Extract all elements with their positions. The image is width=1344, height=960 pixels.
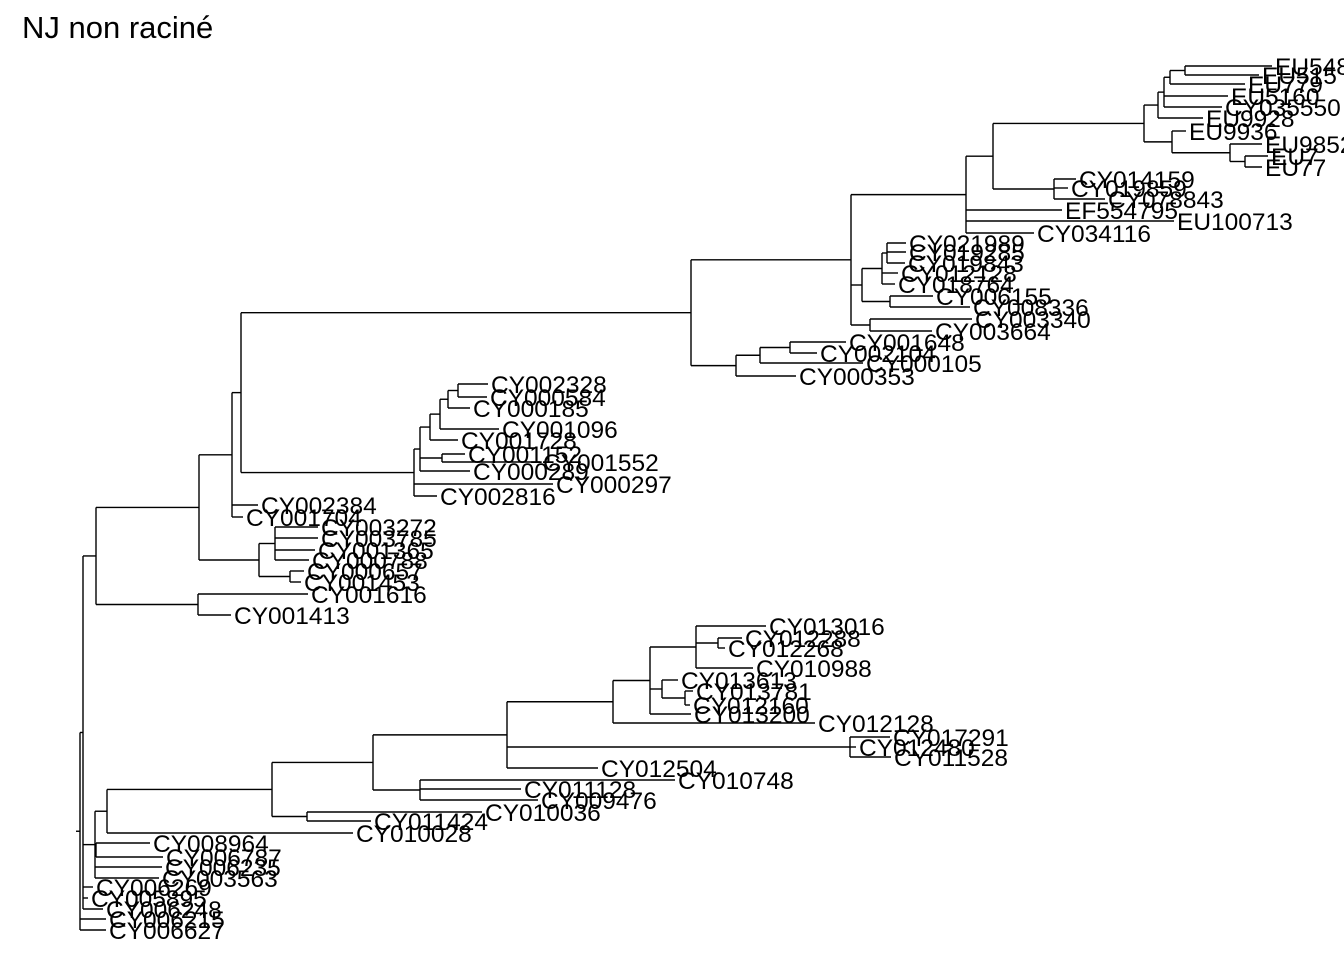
tip-label: CY006248 xyxy=(106,897,222,924)
tip-label: CY010028 xyxy=(356,821,472,848)
tip-label: CY013200 xyxy=(694,702,810,729)
tip-label: CY006269 xyxy=(96,875,212,902)
tip-label: CY005895 xyxy=(91,886,207,913)
tip-label: EU9928 xyxy=(1206,106,1295,133)
tip-label: CY013781 xyxy=(696,679,812,706)
tip-label: CY002384 xyxy=(261,493,377,520)
tip-label: CY012160 xyxy=(693,693,809,720)
tip-label: CY012504 xyxy=(601,756,717,783)
tip-label: CY017291 xyxy=(893,725,1009,752)
tip-label: CY021989 xyxy=(909,231,1025,258)
tip-label: CY001552 xyxy=(543,450,659,477)
tip-label: EU100713 xyxy=(1177,209,1293,236)
tip-label: CY002816 xyxy=(440,484,556,511)
tip-label: CY008336 xyxy=(973,295,1089,322)
tip-label: CY018764 xyxy=(898,272,1014,299)
tip-label: CY012128 xyxy=(818,711,934,738)
tip-label: CY034116 xyxy=(1037,221,1151,248)
tip-label: EF554795 xyxy=(1065,198,1178,225)
tip-label: CY013016 xyxy=(769,614,885,641)
tip-label: CY011528 xyxy=(894,745,1008,772)
tip-label: CY006155 xyxy=(936,284,1052,311)
tip-label: CY000657 xyxy=(307,559,423,586)
tip-label: CY001413 xyxy=(234,603,350,630)
tip-label: CY078843 xyxy=(1108,187,1224,214)
tip-label: EU77 xyxy=(1265,155,1326,182)
tip-label: CY001096 xyxy=(502,417,618,444)
tip-label: CY001704 xyxy=(246,505,362,532)
plot-title: NJ non raciné xyxy=(22,10,214,45)
tip-label: EU5160 xyxy=(1231,84,1320,111)
tip-label: EU515 xyxy=(1262,63,1337,90)
tip-label: CY002104 xyxy=(820,341,936,368)
tip-label: CY014159 xyxy=(1079,167,1195,194)
tip-label: CY006235 xyxy=(165,855,281,882)
tip-label: CY001648 xyxy=(849,330,965,357)
tip-label: CY012268 xyxy=(728,636,844,663)
tip-label: CY006787 xyxy=(166,845,282,872)
tip-label: CY011128 xyxy=(524,777,636,804)
tip-label: CY009476 xyxy=(541,788,657,815)
tip-label: CY019285 xyxy=(909,240,1025,267)
tip-label: CY012128 xyxy=(901,261,1017,288)
tip-label: CY003563 xyxy=(162,866,278,893)
tip-label: CY003272 xyxy=(321,515,437,542)
tip-label: CY001453 xyxy=(304,570,420,597)
tip-label: CY001728 xyxy=(461,428,577,455)
tip-label: CY011424 xyxy=(374,809,488,836)
tip-label: CY003785 xyxy=(321,526,437,553)
tip-label: CY008964 xyxy=(153,831,269,858)
tip-label: EU9852 xyxy=(1265,132,1344,159)
tip-label: CY035550 xyxy=(1225,95,1341,122)
tip-label: CY012480 xyxy=(859,735,975,762)
tip-label: CY001152 xyxy=(468,442,582,469)
tip-label: CY000297 xyxy=(556,472,672,499)
tip-label: CY019843 xyxy=(908,251,1024,278)
tip-label: CY001616 xyxy=(311,582,427,609)
tip-label: CY012288 xyxy=(745,626,861,653)
tip-label: CY000584 xyxy=(490,385,606,412)
tip-label: CY010988 xyxy=(756,656,872,683)
tip-label: CY000788 xyxy=(312,548,428,575)
tip-label: EU548 xyxy=(1275,54,1344,81)
tip-label: CY013613 xyxy=(681,668,797,695)
tip-label: CY000289 xyxy=(473,459,589,486)
tip-label: CY003340 xyxy=(975,307,1091,334)
tip-label: CY006215 xyxy=(109,907,225,934)
tip-label: CY006627 xyxy=(109,918,225,945)
tip-label: CY001365 xyxy=(318,538,434,565)
tip-label: CY000105 xyxy=(866,351,982,378)
tip-label: EU7 xyxy=(1271,144,1319,171)
tip-label: EU779 xyxy=(1248,72,1323,99)
tip-label: EU9936 xyxy=(1189,119,1278,146)
tip-label: CY010036 xyxy=(485,800,601,827)
tip-label: CY003664 xyxy=(935,319,1051,346)
tip-label: CY000353 xyxy=(799,364,915,391)
tip-label: CY019859 xyxy=(1071,176,1187,203)
tip-label: CY002328 xyxy=(491,372,607,399)
tip-label: CY010748 xyxy=(678,768,794,795)
tip-label: CY000185 xyxy=(473,396,589,423)
